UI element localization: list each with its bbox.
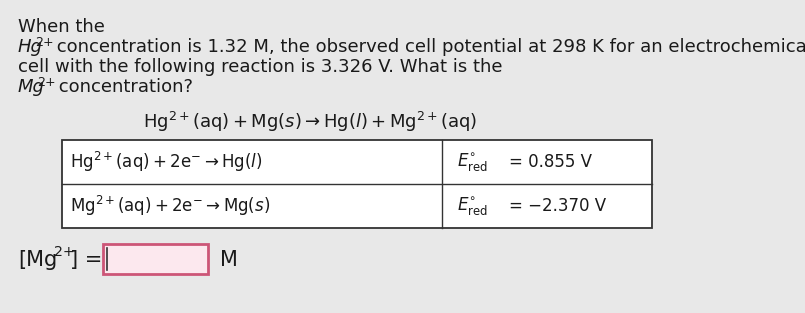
Text: Mg: Mg: [18, 78, 45, 96]
Text: concentration?: concentration?: [53, 78, 193, 96]
Text: $E^{\circ}_{\mathrm{red}}$: $E^{\circ}_{\mathrm{red}}$: [457, 195, 488, 217]
Text: $\mathrm{Hg^{2+}(aq) + Mg(\mathit{s}) \rightarrow Hg(\mathit{l}) + Mg^{2+}(aq)}$: $\mathrm{Hg^{2+}(aq) + Mg(\mathit{s}) \r…: [142, 110, 477, 134]
Text: When the: When the: [18, 18, 105, 36]
Text: Hg: Hg: [18, 38, 43, 56]
Text: $\mathrm{Hg^{2+}(aq) + 2e^{-} \rightarrow Hg(\mathit{l})}$: $\mathrm{Hg^{2+}(aq) + 2e^{-} \rightarro…: [70, 150, 262, 174]
Text: $E^{\circ}_{\mathrm{red}}$: $E^{\circ}_{\mathrm{red}}$: [457, 151, 488, 173]
Text: 2+: 2+: [37, 76, 56, 89]
Text: [Mg: [Mg: [18, 250, 57, 270]
Text: ] =: ] =: [70, 250, 102, 270]
Text: = 0.855 V: = 0.855 V: [509, 153, 592, 171]
Text: 2+: 2+: [54, 245, 75, 259]
Text: $\mathrm{Mg^{2+}(aq) + 2e^{-} \rightarrow Mg(\mathit{s})}$: $\mathrm{Mg^{2+}(aq) + 2e^{-} \rightarro…: [70, 194, 270, 218]
Text: concentration is 1.32 M, the observed cell potential at 298 K for an electrochem: concentration is 1.32 M, the observed ce…: [51, 38, 805, 56]
Bar: [62, 140, 652, 228]
Text: M: M: [220, 250, 237, 270]
Text: = −2.370 V: = −2.370 V: [509, 197, 606, 215]
Bar: [103, 244, 208, 274]
Text: cell with the following reaction is 3.326 V. What is the: cell with the following reaction is 3.32…: [18, 58, 502, 76]
Text: 2+: 2+: [35, 36, 54, 49]
